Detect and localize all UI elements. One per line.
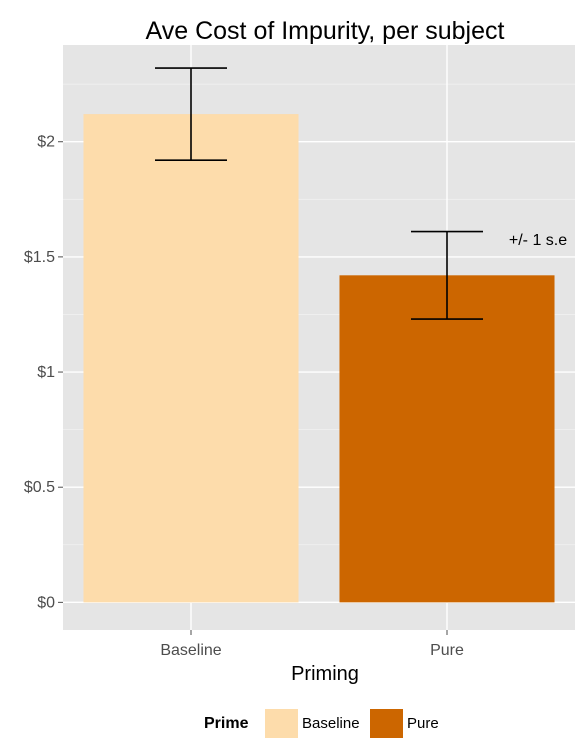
legend-label-baseline: Baseline xyxy=(302,715,360,732)
x-tick-label: Pure xyxy=(430,642,464,659)
se-annotation: +/- 1 s.e xyxy=(509,232,567,249)
bars xyxy=(83,114,555,603)
legend-key-baseline xyxy=(265,709,298,738)
x-tick-label: Baseline xyxy=(160,642,221,659)
y-tick-label: $1.5 xyxy=(24,249,55,266)
legend-entries: Baseline Pure xyxy=(265,709,439,738)
error-bar-baseline xyxy=(155,67,227,161)
y-tick-label: $2 xyxy=(37,134,55,151)
y-tick-label: $0 xyxy=(37,594,55,611)
x-axis: Baseline Pure xyxy=(160,630,464,659)
legend-title: Prime xyxy=(204,715,249,732)
y-tick-label: $1 xyxy=(37,364,55,381)
legend: Prime Baseline Pure xyxy=(204,709,439,738)
y-axis: $0 $0.5 $1 $1.5 $2 xyxy=(24,134,63,611)
legend-label-pure: Pure xyxy=(407,715,439,732)
x-axis-label: Priming xyxy=(291,663,359,685)
chart-title: Ave Cost of Impurity, per subject xyxy=(146,17,505,45)
bar-baseline xyxy=(83,114,299,603)
error-bars xyxy=(155,67,483,320)
bar-pure xyxy=(339,275,555,603)
error-bar-pure xyxy=(411,230,483,320)
y-tick-label: $0.5 xyxy=(24,479,55,496)
legend-key-pure xyxy=(370,709,403,738)
